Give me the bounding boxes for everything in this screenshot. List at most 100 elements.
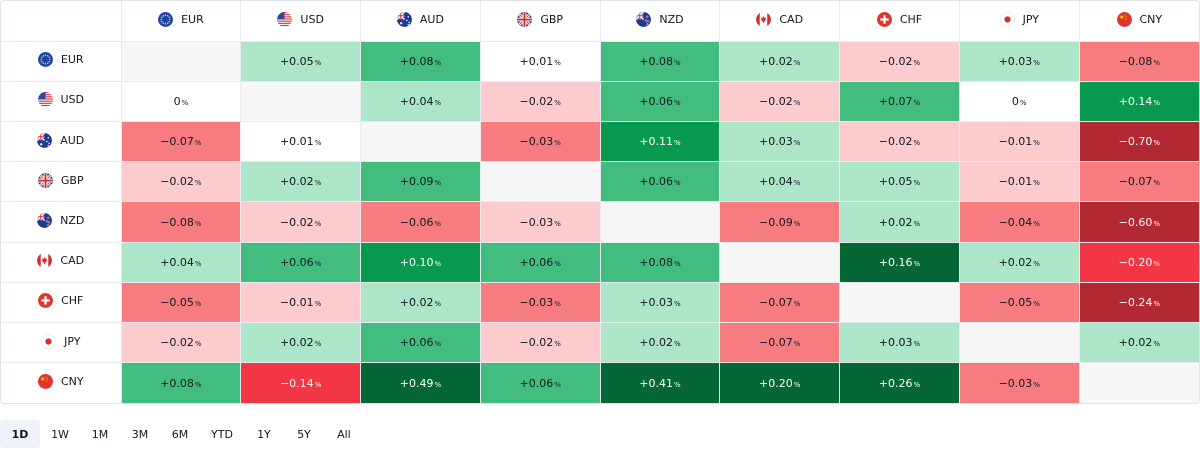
rate-cell-gbp-usd[interactable]: +0.02% [240, 161, 362, 203]
rate-cell-eur-gbp[interactable]: +0.01% [479, 40, 601, 82]
rate-cell-nzd-cad[interactable]: −0.09% [719, 201, 841, 243]
rate-cell-gbp-eur[interactable]: −0.02% [120, 161, 242, 203]
period-button-1m[interactable]: 1M [91, 427, 109, 441]
rate-cell-aud-nzd[interactable]: +0.11% [599, 121, 721, 163]
rate-cell-chf-gbp[interactable]: −0.03% [479, 281, 601, 324]
rate-cell-cny-nzd[interactable]: +0.41% [599, 362, 721, 403]
rate-cell-usd-nzd[interactable]: +0.06% [599, 80, 721, 123]
column-header-eur[interactable]: EUR [120, 1, 242, 42]
rate-cell-jpy-eur[interactable]: −0.02% [120, 321, 242, 364]
rate-cell-eur-cad[interactable]: +0.02% [719, 40, 841, 82]
row-header-jpy[interactable]: JPY [1, 321, 122, 364]
column-header-cad[interactable]: CAD [719, 1, 841, 42]
column-header-chf[interactable]: CHF [839, 1, 960, 42]
rate-cell-aud-jpy[interactable]: −0.01% [958, 121, 1080, 163]
rate-cell-nzd-eur[interactable]: −0.08% [120, 201, 242, 243]
column-header-nzd[interactable]: NZD [599, 1, 721, 42]
rate-cell-cad-nzd[interactable]: +0.08% [599, 241, 721, 283]
rate-cell-cny-cad[interactable]: +0.20% [719, 362, 841, 403]
period-button-1w[interactable]: 1W [51, 427, 69, 441]
rate-cell-gbp-nzd[interactable]: +0.06% [599, 161, 721, 203]
rate-cell-chf-usd[interactable]: −0.01% [240, 281, 362, 324]
percent-unit: % [1153, 219, 1160, 228]
rate-cell-cad-gbp[interactable]: +0.06% [479, 241, 601, 283]
rate-cell-jpy-cny[interactable]: +0.02% [1078, 321, 1199, 364]
rate-cell-nzd-gbp[interactable]: −0.03% [479, 201, 601, 243]
row-header-chf[interactable]: CHF [1, 281, 122, 324]
rate-cell-nzd-chf[interactable]: +0.02% [839, 201, 960, 243]
period-button-3m[interactable]: 3M [131, 427, 149, 441]
rate-cell-cny-aud[interactable]: +0.49% [360, 362, 481, 403]
rate-cell-cad-aud[interactable]: +0.10% [360, 241, 481, 283]
period-button-6m[interactable]: 6M [171, 427, 189, 441]
rate-cell-cny-jpy[interactable]: −0.03% [958, 362, 1080, 403]
rate-cell-usd-cny[interactable]: +0.14% [1078, 80, 1199, 123]
rate-cell-chf-jpy[interactable]: −0.05% [958, 281, 1080, 324]
rate-cell-eur-nzd[interactable]: +0.08% [599, 40, 721, 82]
rate-cell-cny-chf[interactable]: +0.26% [839, 362, 960, 403]
column-header-gbp[interactable]: GBP [479, 1, 601, 42]
rate-cell-aud-gbp[interactable]: −0.03% [479, 121, 601, 163]
period-button-all[interactable]: All [337, 427, 351, 441]
rate-cell-cad-eur[interactable]: +0.04% [120, 241, 242, 283]
row-header-eur[interactable]: EUR [1, 40, 122, 82]
rate-cell-eur-usd[interactable]: +0.05% [240, 40, 362, 82]
row-header-cny[interactable]: CNY [1, 362, 122, 403]
rate-cell-chf-cny[interactable]: −0.24% [1078, 281, 1199, 324]
period-button-5y[interactable]: 5Y [297, 427, 311, 441]
rate-cell-gbp-cny[interactable]: −0.07% [1078, 161, 1199, 203]
rate-cell-chf-nzd[interactable]: +0.03% [599, 281, 721, 324]
rate-cell-usd-chf[interactable]: +0.07% [839, 80, 960, 123]
row-header-usd[interactable]: USD [1, 80, 122, 123]
rate-cell-cny-usd[interactable]: −0.14% [240, 362, 362, 403]
rate-cell-jpy-aud[interactable]: +0.06% [360, 321, 481, 364]
period-button-1y[interactable]: 1Y [257, 427, 271, 441]
rate-cell-gbp-cad[interactable]: +0.04% [719, 161, 841, 203]
rate-cell-chf-eur[interactable]: −0.05% [120, 281, 242, 324]
rate-cell-nzd-jpy[interactable]: −0.04% [958, 201, 1080, 243]
rate-cell-eur-jpy[interactable]: +0.03% [958, 40, 1080, 82]
rate-cell-gbp-aud[interactable]: +0.09% [360, 161, 481, 203]
rate-cell-usd-gbp[interactable]: −0.02% [479, 80, 601, 123]
rate-cell-aud-chf[interactable]: −0.02% [839, 121, 960, 163]
rate-cell-nzd-usd[interactable]: −0.02% [240, 201, 362, 243]
rate-cell-aud-usd[interactable]: +0.01% [240, 121, 362, 163]
rate-cell-gbp-jpy[interactable]: −0.01% [958, 161, 1080, 203]
column-header-aud[interactable]: AUD [360, 1, 481, 42]
rate-cell-jpy-chf[interactable]: +0.03% [839, 321, 960, 364]
rate-cell-gbp-chf[interactable]: +0.05% [839, 161, 960, 203]
column-header-cny[interactable]: CNY [1078, 1, 1199, 42]
rate-cell-eur-aud[interactable]: +0.08% [360, 40, 481, 82]
rate-cell-usd-jpy[interactable]: 0% [958, 80, 1080, 123]
rate-cell-chf-aud[interactable]: +0.02% [360, 281, 481, 324]
rate-cell-chf-cad[interactable]: −0.07% [719, 281, 841, 324]
rate-cell-jpy-cad[interactable]: −0.07% [719, 321, 841, 364]
rate-cell-nzd-aud[interactable]: −0.06% [360, 201, 481, 243]
rate-cell-usd-cad[interactable]: −0.02% [719, 80, 841, 123]
rate-cell-cad-cny[interactable]: −0.20% [1078, 241, 1199, 283]
rate-cell-aud-cad[interactable]: +0.03% [719, 121, 841, 163]
column-header-usd[interactable]: USD [240, 1, 362, 42]
period-button-1d[interactable]: 1D [0, 420, 40, 448]
rate-cell-cad-jpy[interactable]: +0.02% [958, 241, 1080, 283]
row-header-nzd[interactable]: NZD [1, 201, 122, 243]
period-button-ytd[interactable]: YTD [211, 427, 233, 441]
rate-cell-jpy-usd[interactable]: +0.02% [240, 321, 362, 364]
rate-cell-aud-eur[interactable]: −0.07% [120, 121, 242, 163]
rate-cell-usd-eur[interactable]: 0% [120, 80, 242, 123]
rate-cell-usd-aud[interactable]: +0.04% [360, 80, 481, 123]
row-header-gbp[interactable]: GBP [1, 161, 122, 203]
column-header-jpy[interactable]: JPY [958, 1, 1080, 42]
rate-cell-eur-cny[interactable]: −0.08% [1078, 40, 1199, 82]
row-header-cad[interactable]: CAD [1, 241, 122, 283]
rate-cell-cad-usd[interactable]: +0.06% [240, 241, 362, 283]
rate-cell-eur-chf[interactable]: −0.02% [839, 40, 960, 82]
rate-cell-cny-gbp[interactable]: +0.06% [479, 362, 601, 403]
row-header-aud[interactable]: AUD [1, 121, 122, 163]
rate-cell-cny-eur[interactable]: +0.08% [120, 362, 242, 403]
rate-cell-jpy-nzd[interactable]: +0.02% [599, 321, 721, 364]
rate-cell-nzd-cny[interactable]: −0.60% [1078, 201, 1199, 243]
rate-cell-aud-cny[interactable]: −0.70% [1078, 121, 1199, 163]
rate-cell-jpy-gbp[interactable]: −0.02% [479, 321, 601, 364]
rate-cell-cad-chf[interactable]: +0.16% [839, 241, 960, 283]
